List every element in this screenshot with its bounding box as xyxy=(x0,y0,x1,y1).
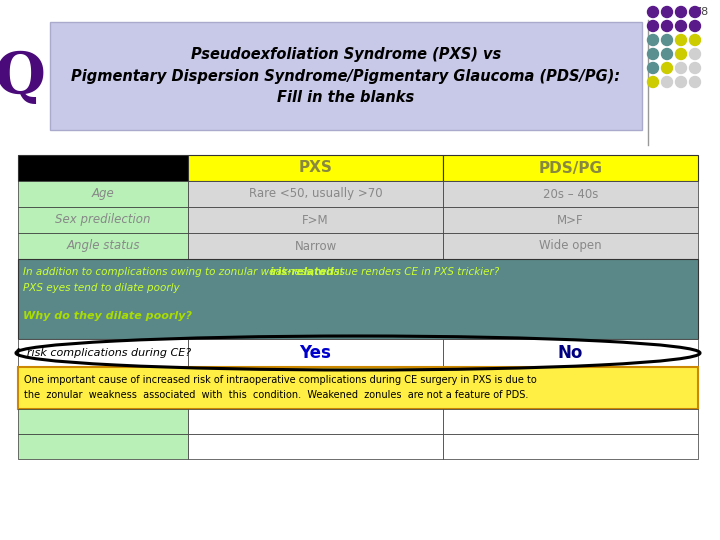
Circle shape xyxy=(647,63,659,73)
Text: iris-related: iris-related xyxy=(270,267,335,277)
Circle shape xyxy=(662,35,672,45)
Bar xyxy=(443,155,698,181)
Text: Yes: Yes xyxy=(300,344,331,362)
Bar xyxy=(18,155,188,181)
Bar xyxy=(188,207,443,233)
Text: M>F: M>F xyxy=(557,213,584,226)
Circle shape xyxy=(647,49,659,59)
Bar xyxy=(18,233,188,259)
Bar xyxy=(18,181,188,207)
Text: Pseudoexfoliation Syndrome (PXS) vs
Pigmentary Dispersion Syndrome/Pigmentary Gl: Pseudoexfoliation Syndrome (PXS) vs Pigm… xyxy=(71,48,621,105)
Text: PXS: PXS xyxy=(299,160,333,176)
Circle shape xyxy=(675,49,686,59)
Bar xyxy=(188,155,443,181)
Text: 20s – 40s: 20s – 40s xyxy=(543,187,598,200)
Bar xyxy=(443,409,698,434)
Circle shape xyxy=(690,21,701,31)
Bar xyxy=(188,233,443,259)
Bar xyxy=(18,339,188,367)
Text: Wide open: Wide open xyxy=(539,240,602,253)
Text: Why do they dilate poorly?: Why do they dilate poorly? xyxy=(23,311,192,321)
Bar xyxy=(188,434,443,459)
Circle shape xyxy=(662,6,672,17)
Bar xyxy=(18,259,698,339)
Circle shape xyxy=(647,6,659,17)
Circle shape xyxy=(690,35,701,45)
Bar xyxy=(443,207,698,233)
Bar xyxy=(443,233,698,259)
Circle shape xyxy=(647,21,659,31)
Text: Narrow: Narrow xyxy=(294,240,337,253)
Text: F>M: F>M xyxy=(302,213,329,226)
Circle shape xyxy=(690,63,701,73)
Text: Q: Q xyxy=(0,50,45,106)
Circle shape xyxy=(662,63,672,73)
Circle shape xyxy=(647,77,659,87)
Text: the  zonular  weakness  associated  with  this  condition.  Weakened  zonules  a: the zonular weakness associated with thi… xyxy=(24,390,528,400)
Circle shape xyxy=(675,63,686,73)
Text: Age: Age xyxy=(91,187,114,200)
Circle shape xyxy=(690,6,701,17)
Circle shape xyxy=(675,21,686,31)
Text: issue renders CE in PXS trickier?: issue renders CE in PXS trickier? xyxy=(328,267,499,277)
Bar xyxy=(18,367,698,409)
Text: 78: 78 xyxy=(694,7,708,17)
Circle shape xyxy=(647,35,659,45)
Text: Angle status: Angle status xyxy=(66,240,140,253)
Bar xyxy=(18,409,188,434)
Text: In addition to complications owing to zonular weakness, what: In addition to complications owing to zo… xyxy=(23,267,347,277)
Text: PXS eyes tend to dilate poorly: PXS eyes tend to dilate poorly xyxy=(23,283,179,293)
Bar xyxy=(443,181,698,207)
Bar xyxy=(18,434,188,459)
Text: PDS/PG: PDS/PG xyxy=(539,160,603,176)
Text: One important cause of increased risk of intraoperative complications during CE : One important cause of increased risk of… xyxy=(24,375,536,385)
Bar xyxy=(18,207,188,233)
Circle shape xyxy=(690,49,701,59)
Text: No: No xyxy=(558,344,583,362)
Circle shape xyxy=(690,77,701,87)
Circle shape xyxy=(662,21,672,31)
FancyBboxPatch shape xyxy=(50,22,642,130)
Bar xyxy=(443,339,698,367)
Text: Rare <50, usually >70: Rare <50, usually >70 xyxy=(248,187,382,200)
Circle shape xyxy=(675,6,686,17)
Circle shape xyxy=(675,35,686,45)
Bar xyxy=(443,434,698,459)
Circle shape xyxy=(675,77,686,87)
Circle shape xyxy=(662,49,672,59)
Bar xyxy=(188,409,443,434)
Circle shape xyxy=(662,77,672,87)
Text: ↑ risk complications during CE?: ↑ risk complications during CE? xyxy=(14,348,192,358)
Bar xyxy=(188,339,443,367)
Bar xyxy=(188,181,443,207)
Text: Sex predilection: Sex predilection xyxy=(55,213,150,226)
